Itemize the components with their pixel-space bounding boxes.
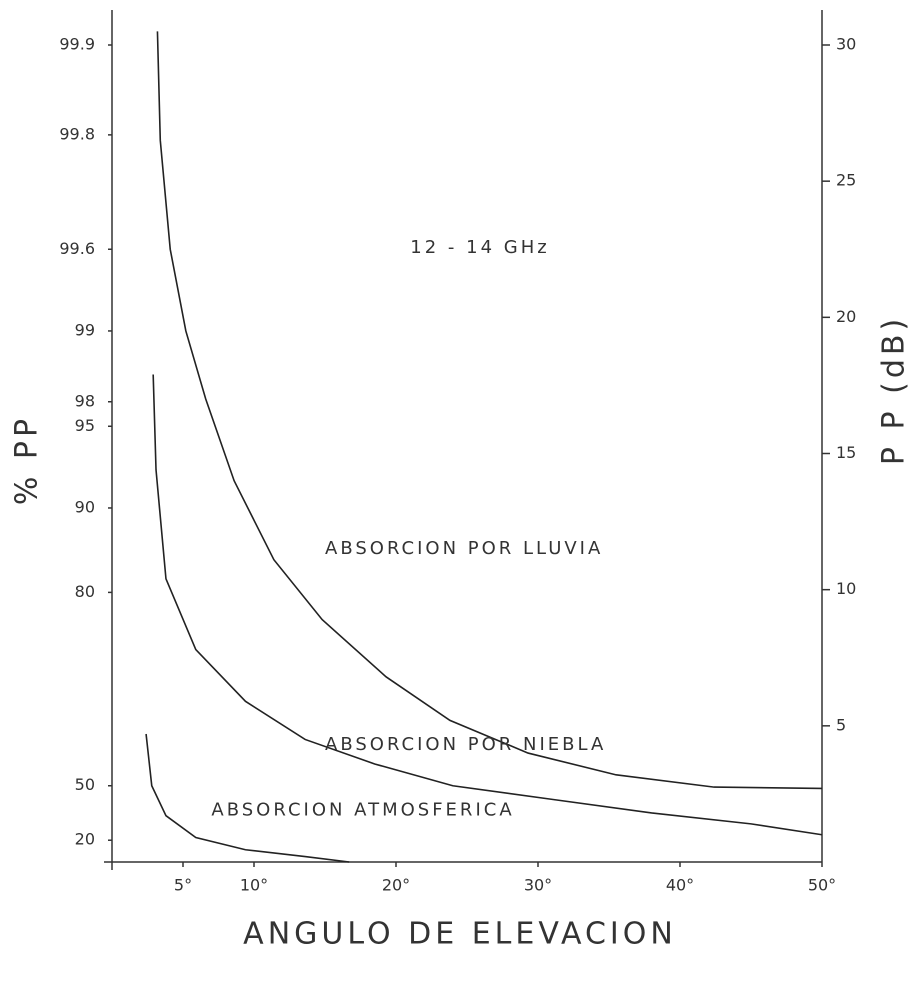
- y2-tick-label: 99.8: [59, 124, 95, 143]
- series-label: ABSORCION ATMOSFERICA: [211, 799, 514, 820]
- y-tick-label: 20: [836, 307, 856, 326]
- data-line: [156, 31, 823, 790]
- x-tick-label: 20°: [382, 876, 410, 895]
- y2-tick-label: 99.6: [59, 239, 95, 258]
- y2-tick-label: 95: [75, 416, 95, 435]
- y2-tick-label: 99: [75, 320, 95, 339]
- data-line: [152, 374, 823, 836]
- y2-tick-label: 99.9: [59, 35, 95, 54]
- data-line: [145, 733, 350, 863]
- y-tick-label: 25: [836, 171, 856, 190]
- y-tick-label: 15: [836, 443, 856, 462]
- y-tick-label: 5: [836, 715, 846, 734]
- x-tick-label: 30°: [524, 876, 552, 895]
- series-label: ABSORCION POR NIEBLA: [325, 734, 606, 755]
- series-label: ABSORCION POR LLUVIA: [325, 538, 603, 559]
- y-axis-label: P P (dB): [877, 315, 912, 465]
- y2-tick-label: 50: [75, 775, 95, 794]
- y2-tick-label: 90: [75, 497, 95, 516]
- y2-axis-label: % PP: [10, 415, 45, 505]
- y2-tick-label: 80: [75, 582, 95, 601]
- x-tick-label: 40°: [666, 876, 694, 895]
- y-tick-label: 10: [836, 579, 856, 598]
- y2-tick-label: 20: [75, 830, 95, 849]
- chart-title: 12 - 14 GHz: [410, 237, 549, 258]
- y-tick-label: 30: [836, 35, 856, 54]
- x-tick-label: 10°: [240, 876, 268, 895]
- y2-tick-label: 98: [75, 391, 95, 410]
- x-tick-label: 5°: [174, 876, 192, 895]
- x-tick-label: 50°: [808, 876, 836, 895]
- x-axis-label: ANGULO DE ELEVACION: [243, 917, 677, 952]
